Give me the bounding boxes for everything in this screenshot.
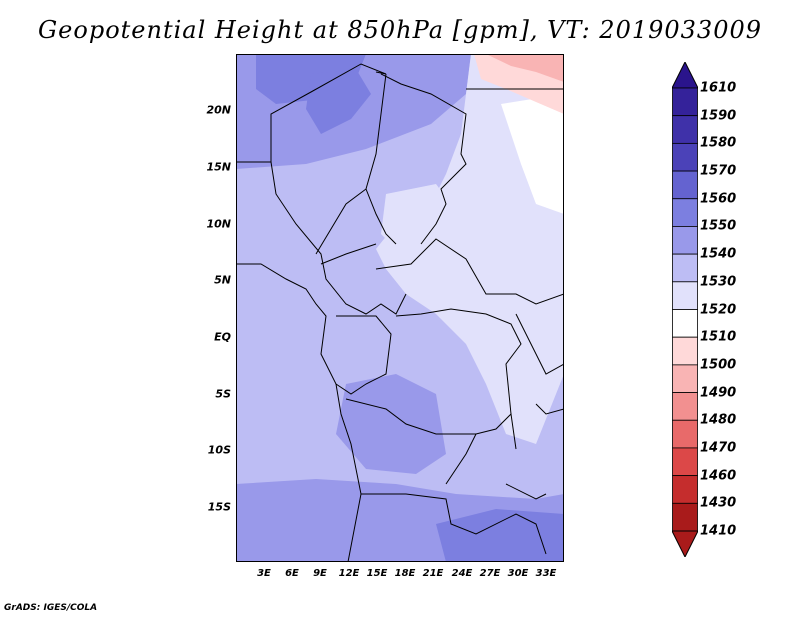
colorbar-tick-label: 1470 (700, 440, 737, 456)
lon-tick-label: 33E (535, 568, 557, 579)
lat-tick-label: 5N (214, 273, 231, 287)
colorbar-segment (672, 226, 698, 255)
map-title: Geopotential Height at 850hPa [gpm], VT:… (38, 16, 762, 44)
credit-footer: GrADS: IGES/COLA (4, 603, 98, 613)
lat-tick-label: 10N (206, 217, 231, 231)
colorbar-segment (672, 336, 698, 366)
lat-tick-label: 10S (207, 443, 231, 457)
lon-tick-label: 21E (422, 568, 444, 579)
colorbar-segment (672, 447, 698, 477)
colorbar-tick-label: 1490 (700, 385, 737, 401)
colorbar-tick-label: 1550 (700, 218, 737, 234)
colorbar-segment (672, 392, 698, 421)
colorbar-segment (672, 309, 698, 338)
colorbar-segment (672, 364, 698, 393)
colorbar-tick-label: 1520 (700, 302, 737, 317)
lon-tick-label: 30E (507, 568, 529, 579)
colorbar-tick-label: 1560 (700, 191, 737, 207)
lat-tick-label: 15S (207, 500, 231, 514)
colorbar-tick-label: 1580 (700, 135, 737, 151)
lat-tick-label: 20N (206, 103, 231, 117)
colorbar-segment (672, 115, 698, 144)
colorbar-segment (672, 170, 698, 200)
colorbar-segment (672, 530, 698, 557)
lon-tick-label: 15E (366, 568, 388, 579)
geopotential-map (236, 54, 564, 562)
colorbar-tick-label: 1570 (700, 163, 737, 179)
lon-tick-label: 27E (479, 568, 501, 579)
colorbar-segment (672, 502, 698, 532)
colorbar-segment (672, 62, 698, 89)
lon-tick-label: 24E (451, 568, 473, 579)
colorbar-segment (672, 253, 698, 283)
colorbar (672, 62, 698, 557)
colorbar-tick-label: 1500 (700, 357, 737, 373)
colorbar-segment (672, 419, 698, 449)
colorbar-segment (672, 142, 698, 172)
lon-tick-label: 3E (257, 568, 271, 579)
colorbar-tick-label: 1610 (700, 80, 737, 96)
colorbar-segment (672, 198, 698, 227)
colorbar-tick-label: 1510 (700, 329, 737, 345)
lon-tick-label: 9E (313, 568, 327, 579)
colorbar-segment (672, 281, 698, 310)
lon-tick-label: 12E (338, 568, 360, 579)
lat-tick-label: 15N (206, 160, 231, 174)
lon-tick-label: 18E (394, 568, 416, 579)
lat-tick-label: 5S (215, 387, 231, 401)
colorbar-tick-label: 1590 (700, 108, 737, 124)
lat-tick-label: EQ (214, 330, 231, 344)
colorbar-segment (672, 475, 698, 504)
lon-tick-label: 6E (285, 568, 299, 579)
colorbar-tick-label: 1540 (700, 246, 737, 262)
colorbar-segment (672, 87, 698, 117)
colorbar-tick-label: 1530 (700, 274, 737, 290)
colorbar-tick-label: 1460 (700, 468, 737, 484)
colorbar-labels: 1610 1590 1580 1570 1560 1550 1540 1530 1520 1510… (700, 62, 780, 557)
colorbar-tick-label: 1410 (700, 523, 737, 539)
colorbar-tick-label: 1430 (700, 495, 737, 511)
colorbar-tick-label: 1480 (700, 412, 737, 428)
